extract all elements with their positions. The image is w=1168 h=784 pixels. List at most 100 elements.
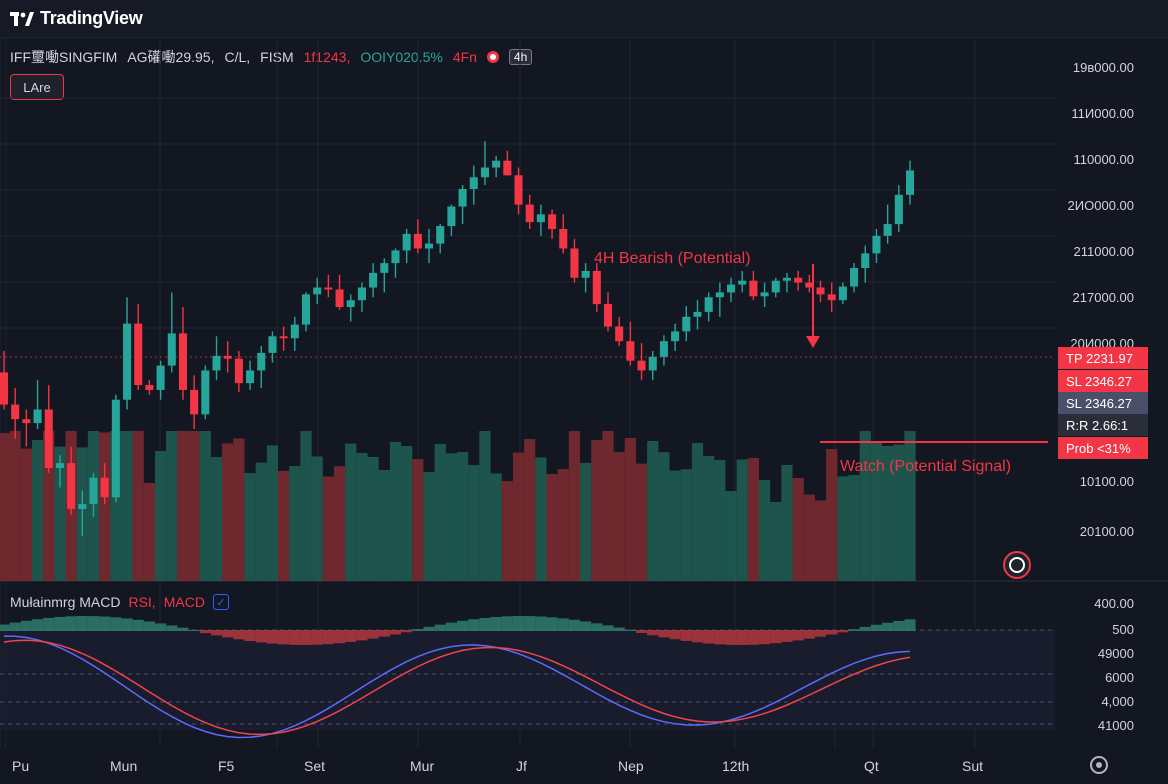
macd-histogram-bar [602, 625, 614, 631]
candle-body [905, 170, 915, 195]
time-axis[interactable]: Pu Mun F5 Set Mur Jf Nep 12th Qt Sut [0, 748, 1168, 784]
macd-histogram-bar [691, 630, 704, 643]
volume-bar [624, 438, 636, 581]
candle-body [301, 294, 311, 325]
live-badge[interactable]: LAre [10, 74, 64, 100]
macd-histogram-bar [233, 630, 245, 640]
macd-histogram-bar [143, 621, 155, 631]
candle-body [111, 399, 120, 498]
volume-bar [658, 452, 670, 581]
volume-bar [457, 452, 469, 581]
volume-bar [792, 478, 804, 581]
candle-body [167, 333, 176, 366]
candle-body [637, 360, 646, 371]
volume-bar [848, 475, 860, 581]
macd-histogram-bar [132, 619, 144, 631]
candle-body [570, 248, 579, 278]
macd-histogram-bar [222, 630, 234, 638]
volume-bar [882, 446, 894, 581]
candle-body [894, 194, 903, 225]
change-value: OOIY020.5% [360, 49, 443, 65]
volume-bar [143, 483, 155, 581]
timeframe-button[interactable]: 4h [508, 49, 533, 65]
macd-histogram-bar [781, 630, 793, 642]
ohlc-value: AG礶㗢29.95, [127, 49, 215, 65]
macd-histogram-bar [512, 616, 525, 631]
volume-bar [490, 473, 502, 581]
app-name: TradingView [40, 8, 143, 28]
record-dot-icon[interactable] [486, 51, 499, 63]
volume-bar [401, 446, 413, 581]
macd-histogram-bar [457, 620, 469, 631]
volume-bar [333, 466, 346, 581]
macd-histogram-bar [613, 627, 625, 631]
volume-bar [155, 451, 167, 581]
candle-body [581, 270, 590, 278]
price-label: 500 [1112, 622, 1134, 637]
volume-bar [255, 462, 267, 581]
volume-bar [389, 442, 402, 581]
macd-histogram-bar [826, 630, 838, 635]
time-label: Set [304, 758, 326, 774]
candle-body [369, 272, 378, 288]
volume-bar [367, 457, 379, 581]
volume-bar [814, 500, 827, 581]
candle-body [883, 224, 892, 236]
candle-body [480, 167, 489, 178]
volume-bar [859, 431, 871, 581]
alert-clock-icon[interactable] [1003, 551, 1031, 579]
indicator-bg [0, 630, 1055, 730]
candle-body [89, 477, 98, 505]
candle-body [212, 355, 221, 371]
macd-histogram-bar [680, 630, 692, 641]
volume-bar [501, 481, 513, 581]
volume-bar [434, 444, 446, 581]
macd-histogram-bar [76, 616, 88, 631]
volume-bar [803, 494, 815, 581]
candle-body [749, 280, 758, 297]
volume-bar [423, 472, 435, 581]
volume-bar [524, 439, 536, 581]
volume-bar [278, 471, 290, 581]
volume-bar [568, 431, 581, 581]
price-label: 11И000.00 [1071, 106, 1134, 121]
time-label: Sut [962, 758, 984, 774]
chart-canvas[interactable] [0, 38, 1168, 748]
macd-histogram-bar [546, 617, 558, 631]
volume-bar [826, 449, 838, 581]
volume-bar [20, 448, 32, 581]
candle-body [134, 323, 143, 386]
volume-bar [535, 457, 547, 581]
candle-body [659, 341, 668, 357]
candle-body [615, 326, 624, 342]
macd-histogram-bar [848, 629, 860, 631]
tradingview-logo[interactable]: TradingView [10, 8, 143, 29]
indicator-title[interactable]: Mułainmrg MACD RSI, MACD ✓ [10, 594, 229, 610]
macd-histogram-bar [792, 630, 804, 641]
volume-bar [0, 433, 10, 581]
bearish-annotation[interactable]: 4H Bearish (Potential) [594, 250, 751, 267]
candle-body [436, 226, 445, 244]
candle-body [816, 287, 825, 295]
candle-body [335, 289, 344, 308]
settings-gear-icon[interactable] [1090, 756, 1108, 774]
macd-histogram-bar [557, 618, 569, 631]
candle-body [324, 287, 333, 290]
timeframe-red: 4Fn [452, 49, 477, 65]
volume-bar [188, 431, 200, 581]
watch-annotation[interactable]: Watch (Potential Signal) [840, 458, 1012, 475]
candle-body [469, 177, 478, 189]
price-label: 4,000 [1101, 694, 1134, 709]
symbol-name[interactable]: IFF璽㗢SINGFIM [10, 49, 118, 65]
macd-histogram-bar [9, 622, 21, 631]
time-label: Nep [618, 758, 644, 774]
check-icon[interactable]: ✓ [212, 594, 229, 610]
macd-histogram-bar [289, 630, 301, 645]
candle-body [425, 243, 434, 249]
volume-bar [300, 431, 312, 581]
candle-body [346, 300, 355, 308]
time-label: Pu [12, 758, 30, 774]
macd-histogram-bar [479, 617, 491, 631]
candle-body [671, 331, 680, 342]
macd-histogram-bar [311, 630, 323, 645]
